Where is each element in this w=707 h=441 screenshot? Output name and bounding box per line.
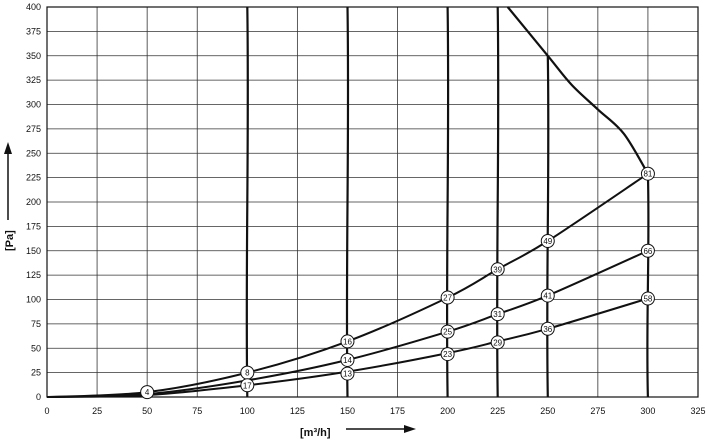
x-tick-label: 0 bbox=[44, 406, 49, 416]
point-marker bbox=[640, 243, 655, 258]
speed-line bbox=[445, 6, 450, 398]
point-marker bbox=[490, 335, 505, 350]
point-marker-label: 14 bbox=[343, 356, 352, 365]
x-tick-label: 125 bbox=[290, 406, 305, 416]
speed-line bbox=[546, 55, 550, 398]
x-tick-label: 150 bbox=[340, 406, 355, 416]
plot-frame bbox=[46, 6, 699, 398]
point-marker bbox=[240, 378, 255, 393]
y-axis-label: [Pa] bbox=[4, 230, 16, 251]
y-tick-label: 125 bbox=[26, 270, 41, 280]
y-tick-label: 275 bbox=[26, 124, 41, 134]
x-tick-label: 175 bbox=[390, 406, 405, 416]
y-tick-label: 250 bbox=[26, 148, 41, 158]
point-marker bbox=[490, 307, 505, 322]
point-marker-label: 66 bbox=[643, 247, 652, 256]
y-tick-label: 100 bbox=[26, 295, 41, 305]
x-axis-arrowhead bbox=[404, 425, 416, 433]
point-marker bbox=[340, 334, 355, 349]
y-tick-label: 325 bbox=[26, 75, 41, 85]
x-tick-label: 300 bbox=[640, 406, 655, 416]
y-tick-label: 200 bbox=[26, 197, 41, 207]
x-axis-label: [m³/h] bbox=[300, 427, 331, 439]
point-marker bbox=[140, 385, 155, 400]
y-tick-labels: 0 25 50 75 100 125 150 175 200 225 250 275 300 325 350… bbox=[26, 2, 41, 402]
x-tick-label: 75 bbox=[192, 406, 202, 416]
point-marker-label: 36 bbox=[543, 325, 552, 334]
y-tick-label: 0 bbox=[36, 392, 41, 402]
x-tick-label: 200 bbox=[440, 406, 455, 416]
point-marker-label: 25 bbox=[443, 328, 452, 337]
y-tick-label: 50 bbox=[31, 343, 41, 353]
point-markers: 4 8 16 27 39 49 81 17 14 25 31 41 66 13 23 29 36 58 bbox=[140, 166, 655, 400]
point-marker-label: 8 bbox=[245, 369, 250, 378]
point-marker-label: 17 bbox=[243, 381, 252, 390]
y-tick-label: 25 bbox=[31, 368, 41, 378]
point-marker-label: 58 bbox=[643, 295, 652, 304]
y-tick-label: 350 bbox=[26, 51, 41, 61]
x-tick-label: 250 bbox=[540, 406, 555, 416]
x-tick-label: 50 bbox=[142, 406, 152, 416]
point-marker bbox=[640, 166, 655, 181]
x-tick-label: 25 bbox=[92, 406, 102, 416]
point-marker-label: 39 bbox=[493, 265, 502, 274]
point-marker-label: 49 bbox=[543, 237, 552, 246]
x-tick-label: 275 bbox=[590, 406, 605, 416]
speed-line bbox=[646, 173, 650, 398]
y-tick-label: 300 bbox=[26, 100, 41, 110]
point-marker bbox=[440, 347, 455, 362]
point-marker-label: 16 bbox=[343, 337, 352, 346]
x-tick-label: 225 bbox=[490, 406, 505, 416]
x-tick-labels: 0 25 50 75 100 125 150 175 200 225 250 275 300 325 bbox=[44, 406, 705, 416]
point-marker bbox=[440, 324, 455, 339]
y-tick-label: 375 bbox=[26, 26, 41, 36]
point-marker bbox=[540, 288, 555, 303]
y-tick-label: 400 bbox=[26, 2, 41, 12]
point-marker-label: 27 bbox=[443, 294, 452, 303]
point-marker bbox=[340, 352, 355, 367]
point-marker-label: 81 bbox=[643, 170, 652, 179]
y-axis-arrowhead bbox=[4, 142, 12, 154]
speed-line bbox=[245, 6, 249, 398]
point-marker-label: 13 bbox=[343, 370, 352, 379]
envelope-curve-group bbox=[506, 6, 649, 175]
point-marker bbox=[440, 290, 455, 305]
y-tick-label: 150 bbox=[26, 246, 41, 256]
point-marker-label: 4 bbox=[145, 388, 150, 397]
point-marker bbox=[540, 234, 555, 248]
y-tick-label: 225 bbox=[26, 173, 41, 183]
point-marker-label: 31 bbox=[493, 310, 502, 319]
x-tick-label: 325 bbox=[690, 406, 705, 416]
envelope-curve bbox=[506, 6, 649, 175]
point-marker-label: 29 bbox=[493, 338, 502, 347]
point-marker bbox=[640, 291, 655, 306]
point-marker bbox=[340, 366, 355, 381]
point-marker-label: 41 bbox=[543, 292, 552, 301]
y-tick-label: 175 bbox=[26, 221, 41, 231]
point-marker-label: 23 bbox=[443, 350, 452, 359]
point-marker bbox=[490, 262, 505, 277]
point-marker bbox=[540, 321, 555, 336]
y-tick-label: 75 bbox=[31, 319, 41, 329]
x-tick-label: 100 bbox=[240, 406, 255, 416]
